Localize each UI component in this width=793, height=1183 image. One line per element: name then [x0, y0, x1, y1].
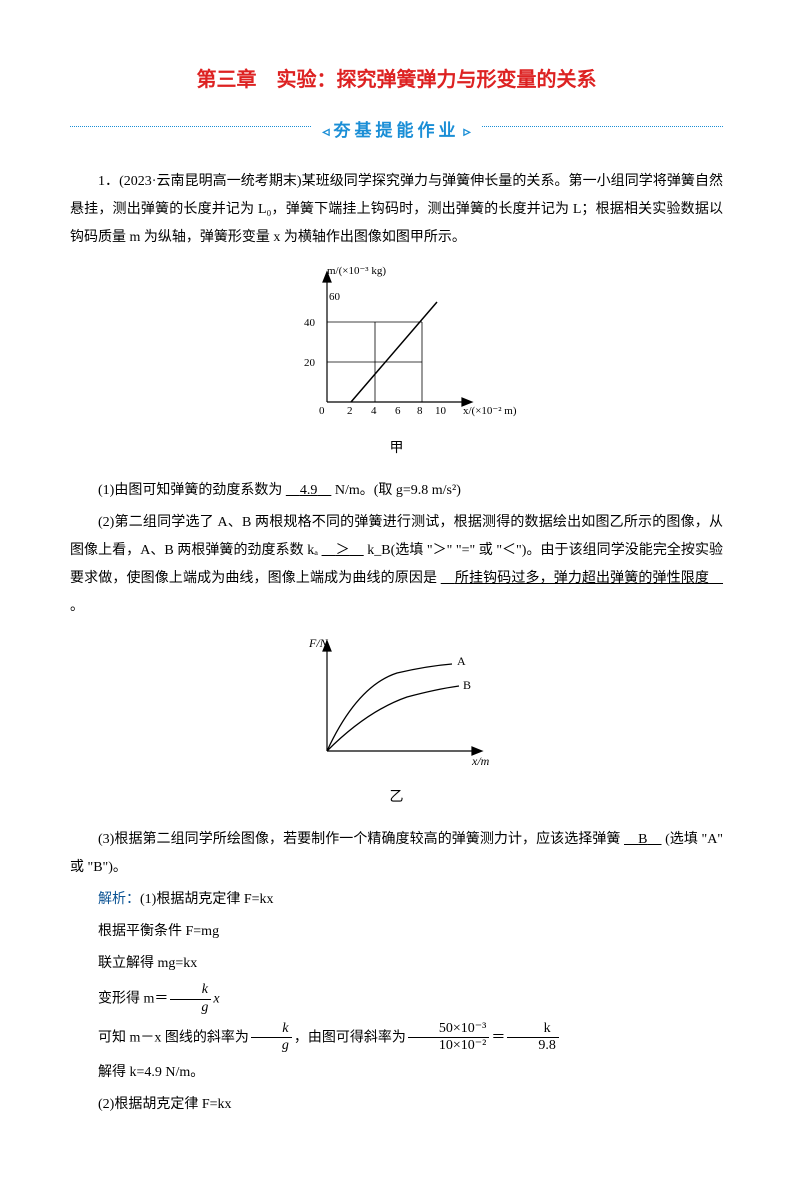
ytick-20: 20	[304, 357, 316, 369]
xtick-2: 2	[347, 405, 353, 417]
xtick-6: 6	[395, 405, 401, 417]
sol-line-e-pre: 可知 m－x 图线的斜率为	[98, 1030, 249, 1045]
var-x: x	[213, 992, 219, 1007]
sol-line-g: (2)根据胡克定律 F=kx	[70, 1091, 723, 1119]
fraction-k98: k9.8	[507, 1021, 559, 1056]
graph-1-svg: 40 20 60 0 2 4 6 8 10 m/(×10⁻³ kg) x/(×1…	[267, 262, 527, 422]
ytick-40: 40	[304, 317, 316, 329]
chapter-title: 第三章 实验：探究弹簧弹力与形变量的关系	[70, 60, 723, 100]
y-axis-label: m/(×10⁻³ kg)	[327, 265, 386, 277]
fraction-slope: 50×10⁻³10×10⁻²	[408, 1021, 489, 1056]
x-axis-label-2: x/m	[471, 754, 490, 768]
graph-2-svg: A B F/N x/m	[287, 631, 507, 771]
fraction-k-g: kg	[170, 982, 211, 1017]
sol-line-a: (1)根据胡克定律 F=kx	[140, 892, 274, 907]
q1-2-post2: 。	[70, 599, 84, 614]
banner-text: 夯基提能作业	[312, 114, 480, 148]
ytick-60: 60	[329, 291, 341, 303]
banner: 夯基提能作业	[70, 114, 723, 148]
sol-line-c: 联立解得 mg=kx	[70, 950, 723, 978]
sol-line-d: 变形得 m＝kgx	[70, 982, 723, 1017]
q1-3-answer: B	[624, 832, 662, 847]
xtick-4: 4	[371, 405, 377, 417]
q1-2-answer: ＞	[322, 543, 364, 558]
sol-line-f: 解得 k=4.9 N/m。	[70, 1059, 723, 1087]
figure-1: 40 20 60 0 2 4 6 8 10 m/(×10⁻³ kg) x/(×1…	[70, 262, 723, 463]
label-B: B	[463, 678, 471, 692]
x-axis-label: x/(×10⁻² m)	[463, 405, 517, 417]
figure-1-caption: 甲	[70, 435, 723, 463]
question-1-2: (2)第二组同学选了 A、B 两根规格不同的弹簧进行测试，根据测得的数据绘出如图…	[70, 509, 723, 621]
question-1-intro: 1．(2023·云南昆明高一统考期末)某班级同学探究弹力与弹簧伸长量的关系。第一…	[70, 168, 723, 252]
q1-1-answer: 4.9	[286, 483, 332, 498]
q1-1-post: N/m。(取 g=9.8 m/s²)	[331, 483, 461, 498]
sol-line-e-eq: ＝	[491, 1030, 505, 1045]
sol-line-d-pre: 变形得 m＝	[98, 992, 168, 1007]
q1-2-reason: 所挂钩码过多，弹力超出弹簧的弹性限度	[441, 571, 723, 586]
question-1-3: (3)根据第二组同学所绘图像，若要制作一个精确度较高的弹簧测力计，应该选择弹簧 …	[70, 826, 723, 882]
xtick-10: 10	[435, 405, 447, 417]
figure-2-caption: 乙	[70, 784, 723, 812]
y-axis-label-2: F/N	[308, 636, 329, 650]
label-A: A	[457, 654, 466, 668]
q1-3-pre: (3)根据第二组同学所绘图像，若要制作一个精确度较高的弹簧测力计，应该选择弹簧	[98, 832, 624, 847]
q1-1-pre: (1)由图可知弹簧的劲度系数为	[98, 483, 286, 498]
solution-start: 解析：(1)根据胡克定律 F=kx	[70, 886, 723, 914]
figure-2: A B F/N x/m 乙	[70, 631, 723, 812]
page: 第三章 实验：探究弹簧弹力与形变量的关系 夯基提能作业 1．(2023·云南昆明…	[0, 0, 793, 1183]
xtick-8: 8	[417, 405, 423, 417]
solution-label: 解析：	[98, 892, 140, 907]
xtick-0: 0	[319, 405, 325, 417]
fraction-k-g-2: kg	[251, 1021, 292, 1056]
sol-line-e: 可知 m－x 图线的斜率为kg，由图可得斜率为50×10⁻³10×10⁻²＝k9…	[70, 1021, 723, 1056]
sol-line-b: 根据平衡条件 F=mg	[70, 918, 723, 946]
sol-line-e-mid: ，由图可得斜率为	[294, 1030, 406, 1045]
question-1-1: (1)由图可知弹簧的劲度系数为 4.9 N/m。(取 g=9.8 m/s²)	[70, 477, 723, 505]
